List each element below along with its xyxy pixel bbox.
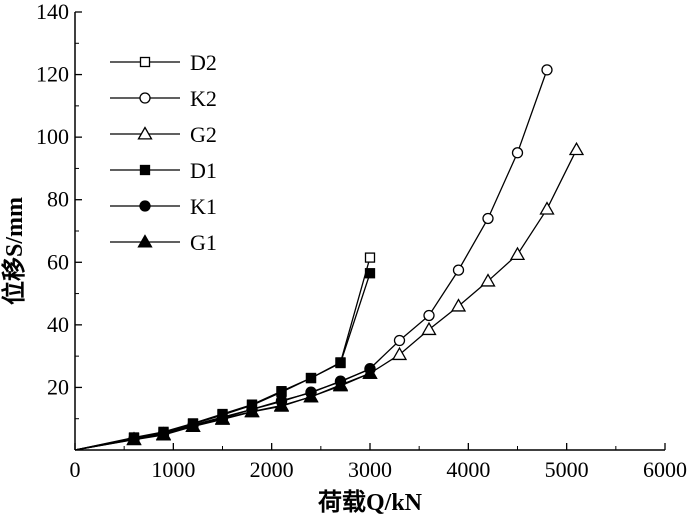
data-point-g2	[421, 321, 437, 336]
data-point-k2	[511, 147, 524, 159]
series-k1	[74, 363, 376, 451]
data-point-g2	[539, 201, 555, 215]
data-point-k2	[393, 334, 406, 347]
data-point-g2	[480, 273, 496, 287]
legend-label: K1	[190, 194, 217, 219]
legend-marker	[137, 126, 153, 140]
legend-marker	[139, 164, 151, 176]
legend-label: G1	[190, 230, 217, 255]
axes: 0 1000 2000 3000 4000 5000 6000 20 40 60 80 100 120 1…	[36, 0, 687, 482]
y-tick-label: 80	[47, 187, 69, 212]
data-point-d1	[305, 372, 317, 384]
legend-entry-k1: K1	[110, 194, 217, 219]
legend-marker	[139, 200, 151, 212]
data-point-k2	[452, 264, 465, 276]
legend: D2 K2 G2 D1 K1 G1	[110, 50, 217, 255]
series-line-d1	[74, 273, 371, 451]
data-point-k2	[541, 64, 553, 76]
legend-entry-g2: G2	[110, 122, 217, 147]
y-tick-label: 40	[47, 312, 69, 337]
legend-marker	[139, 92, 151, 104]
data-point-g1	[214, 410, 231, 425]
data-point-d2	[364, 252, 376, 263]
data-point-g1	[362, 365, 378, 379]
y-tick-label: 20	[47, 374, 69, 399]
data-point-g2	[450, 298, 467, 312]
legend-marker	[137, 234, 153, 248]
data-point-k2	[482, 212, 494, 225]
legend-entry-d2: D2	[110, 50, 217, 75]
y-tick-label: 100	[36, 124, 69, 149]
legend-entry-d1: D1	[110, 158, 217, 183]
x-tick-label: 3000	[348, 457, 392, 482]
x-axis-title: 荷载Q/kN	[318, 489, 423, 516]
data-point-g2	[509, 246, 526, 260]
y-tick-label: 140	[36, 0, 69, 24]
legend-entry-g1: G1	[110, 230, 217, 255]
data-point-g1	[155, 426, 172, 440]
data-point-g1	[332, 377, 349, 391]
legend-label: G2	[190, 122, 217, 147]
data-point-g1	[185, 418, 201, 432]
x-tick-label: 4000	[446, 457, 490, 482]
data-point-g1	[273, 397, 290, 412]
legend-label: D2	[190, 50, 217, 75]
y-tick-label: 60	[47, 249, 69, 274]
data-point-g1	[303, 389, 319, 403]
data-point-g2	[391, 346, 408, 361]
series-layer	[74, 64, 585, 451]
x-tick-label: 6000	[643, 457, 687, 482]
data-point-d1	[364, 268, 376, 279]
series-line-g2	[74, 149, 578, 451]
data-point-k2	[423, 309, 435, 322]
data-point-g2	[568, 141, 585, 156]
x-tick-label: 2000	[250, 457, 294, 482]
series-g2	[74, 141, 585, 451]
y-tick-label: 120	[36, 62, 69, 87]
legend-entry-k2: K2	[110, 86, 217, 111]
x-tick-label: 0	[70, 457, 81, 482]
data-point-g1	[244, 403, 260, 418]
x-tick-label: 1000	[151, 457, 195, 482]
series-g1	[74, 365, 378, 451]
data-point-d1	[276, 386, 287, 397]
legend-marker	[139, 56, 151, 68]
data-point-g1	[126, 431, 142, 445]
legend-label: D1	[190, 158, 217, 183]
legend-label: K2	[190, 86, 217, 111]
y-axis-title: 位移S/mm	[0, 197, 28, 305]
data-point-d1	[335, 357, 346, 369]
series-line-g1	[74, 372, 371, 451]
x-tick-label: 5000	[545, 457, 589, 482]
